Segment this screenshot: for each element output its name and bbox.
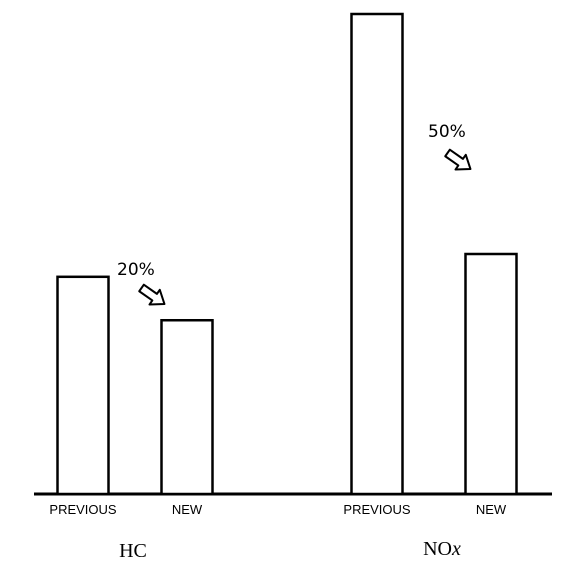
tick-label-hc-previous: PREVIOUS bbox=[49, 502, 117, 517]
tick-label-nox-new: NEW bbox=[476, 502, 507, 517]
down-arrow-hc-icon bbox=[138, 283, 166, 306]
tick-label-nox-previous: PREVIOUS bbox=[343, 502, 411, 517]
tick-label-hc-new: NEW bbox=[172, 502, 203, 517]
bar-hc-previous bbox=[56, 275, 110, 496]
bar-nox-previous bbox=[350, 12, 404, 496]
bar-hc-new bbox=[160, 318, 214, 496]
reduction-label-nox: 50% bbox=[428, 122, 466, 142]
group-label-nox: NOx bbox=[423, 538, 461, 560]
down-arrow-nox-icon bbox=[444, 148, 472, 171]
bar-nox-new bbox=[464, 252, 518, 496]
group-label-hc: HC bbox=[119, 540, 147, 562]
reduction-label-hc: 20% bbox=[117, 260, 155, 280]
